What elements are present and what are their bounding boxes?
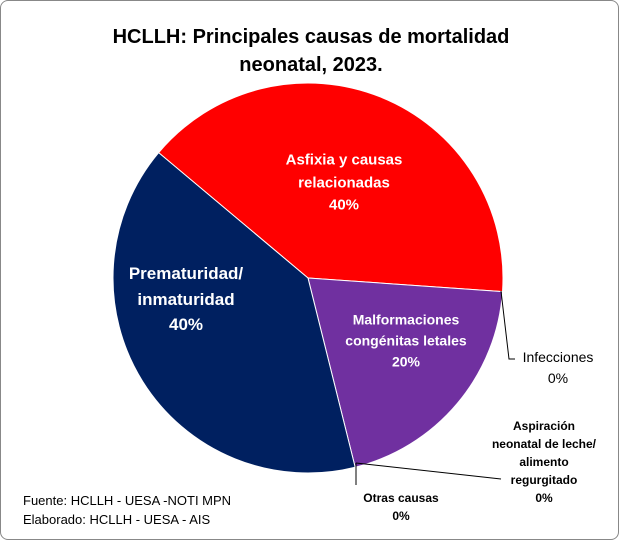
source-note: Elaborado: HCLLH - UESA - AIS: [23, 512, 211, 527]
source-note: Fuente: HCLLH - UESA -NOTI MPN: [23, 493, 232, 508]
pie-slice: [112, 151, 356, 474]
slice-value: 40%: [328, 196, 360, 214]
slice-value: 0%: [535, 491, 553, 505]
slice-name: Aspiración neonatal de leche/ alimento r…: [491, 419, 597, 487]
slice-value: 20%: [391, 353, 421, 370]
slice-name: Prematuridad/ inmaturidad: [128, 263, 244, 309]
slice-name: Infecciones: [522, 349, 594, 365]
slice-value: 0%: [392, 509, 410, 523]
slice-name: Asfixia y causas relacionadas: [285, 151, 403, 191]
pie-slice: [157, 82, 504, 293]
slice-label: Asfixia y causas relacionadas 40%: [259, 149, 429, 217]
slice-value: 40%: [168, 314, 204, 334]
slice-name: Otras causas: [363, 491, 439, 505]
slice-name: Malformaciones congénitas letales: [345, 311, 467, 349]
slice-label: Infecciones 0%: [508, 347, 608, 389]
slice-label: Prematuridad/ inmaturidad 40%: [106, 261, 266, 338]
slice-label: Aspiración neonatal de leche/ alimento r…: [489, 417, 599, 507]
pie-slice: [307, 277, 504, 468]
leader-line: [355, 462, 502, 480]
slice-value: 0%: [547, 370, 569, 386]
slice-label: Otras causas 0%: [351, 489, 451, 525]
slice-label: Malformaciones congénitas letales 20%: [321, 310, 491, 373]
leader-line: [500, 290, 515, 360]
chart-title: HCLLH: Principales causas de mortalidad …: [112, 26, 510, 76]
